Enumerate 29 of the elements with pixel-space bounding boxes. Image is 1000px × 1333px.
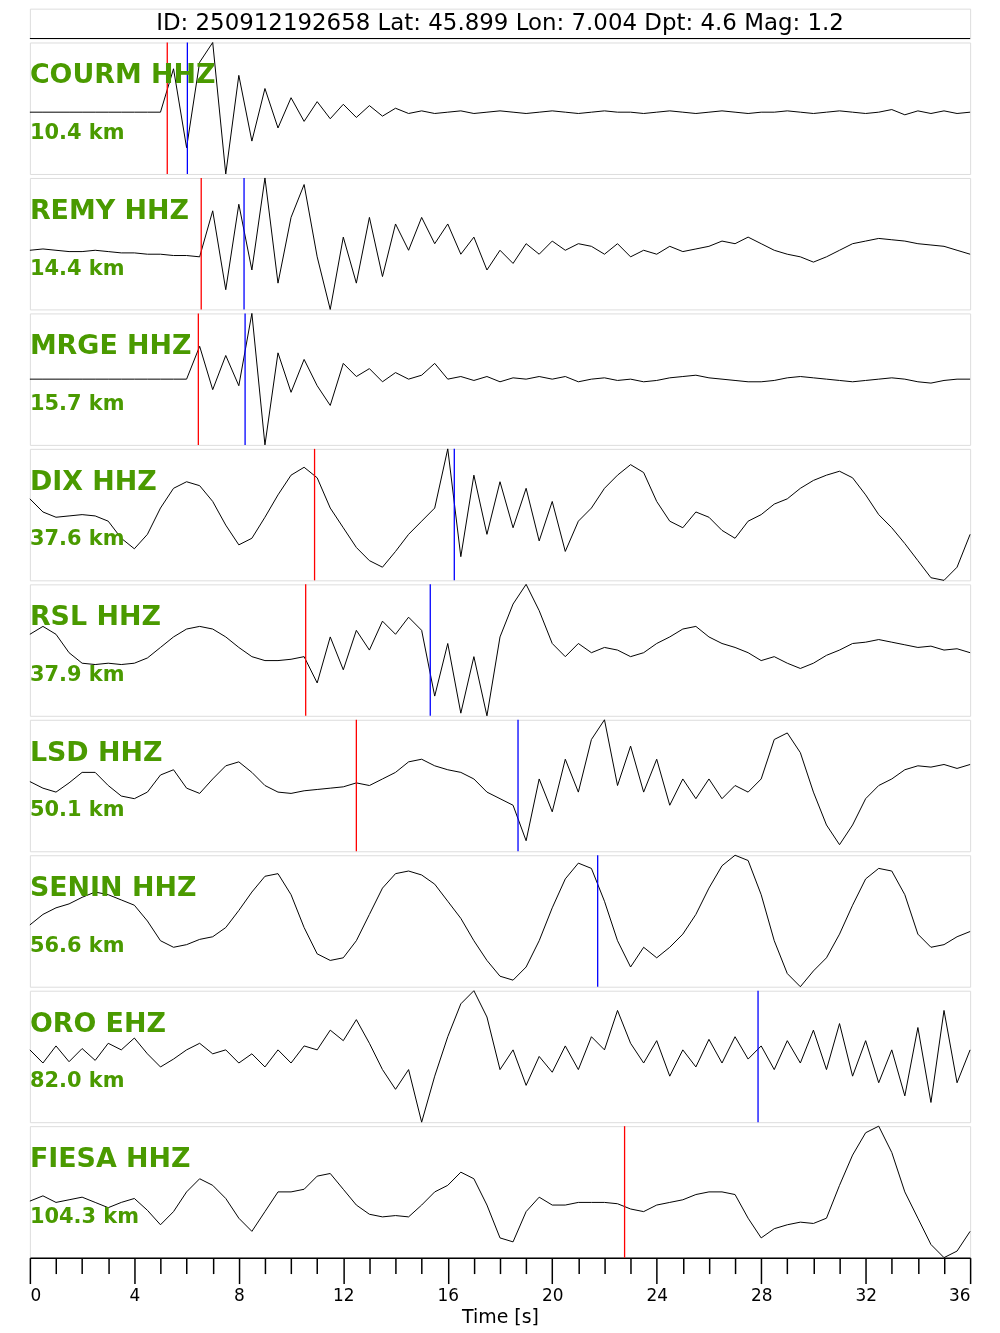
annotation: 10.4 km [29, 120, 125, 145]
annotation: 37.9 km [29, 661, 125, 686]
text: FIESA HHZ [29, 1142, 191, 1173]
text: DIX HHZ [29, 464, 157, 496]
annotation: 104.3 km [29, 1203, 139, 1228]
annotation: 14.4 km [29, 255, 125, 280]
x-tick-label: 24 [646, 1284, 668, 1305]
x-tick-label: 4 [129, 1284, 141, 1305]
text: ORO EHZ [29, 1006, 166, 1038]
x-tick-label: 20 [541, 1284, 564, 1305]
annotation: 15.7 km [29, 391, 125, 416]
annotation: 82.0 km [29, 1068, 125, 1093]
text: MRGE HHZ [29, 329, 192, 361]
x-tick-label: 0 [30, 1284, 42, 1305]
text: RSL HHZ [29, 600, 161, 632]
annotation: 37.6 km [29, 526, 125, 551]
text: ID: 250912192658 Lat: 45.899 Lon: 7.004 Dpt: 4.6 Mag: 1.2 [156, 8, 844, 35]
x-tick-label: 28 [750, 1284, 773, 1305]
x-tick-label: 12 [333, 1284, 355, 1305]
x-axis-title: Time [s] [461, 1304, 539, 1327]
x-tick-label: 8 [233, 1284, 245, 1305]
x-tick-label: 16 [437, 1284, 460, 1305]
annotation: 56.6 km [29, 932, 125, 957]
x-tick-label: 32 [855, 1284, 877, 1305]
x-tick-label: 36 [949, 1284, 971, 1305]
annotation: 50.1 km [29, 797, 125, 822]
text: SENIN HHZ [29, 871, 197, 903]
text: REMY HHZ [29, 193, 189, 225]
text: LSD HHZ [29, 735, 163, 767]
